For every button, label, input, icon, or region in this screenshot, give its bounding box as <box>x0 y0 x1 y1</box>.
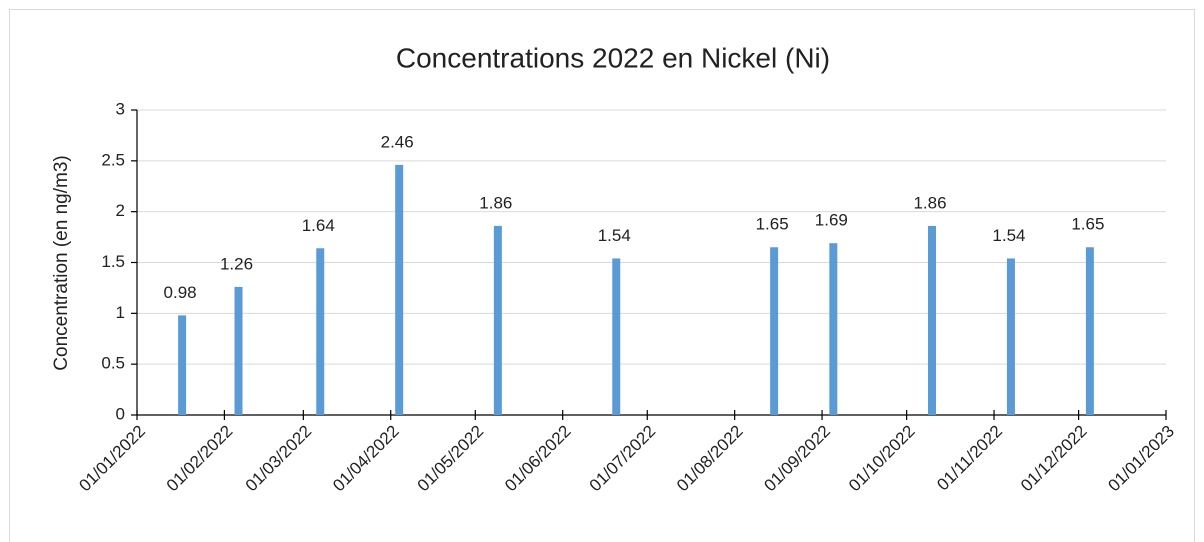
data-label: 0.98 <box>164 283 197 302</box>
y-axis-label: Concentration (en ng/m3) <box>51 155 72 370</box>
bar <box>234 286 243 415</box>
y-tick-label: 2.5 <box>101 150 125 169</box>
bar <box>493 225 502 415</box>
bar <box>1006 258 1015 415</box>
chart-title: Concentrations 2022 en Nickel (Ni) <box>396 42 830 73</box>
data-label: 1.69 <box>815 211 848 230</box>
y-tick-label: 2 <box>116 201 125 220</box>
data-label: 1.86 <box>479 193 512 212</box>
y-tick-label: 3 <box>116 99 125 118</box>
bar <box>770 247 779 415</box>
bar <box>178 315 187 415</box>
data-label: 1.54 <box>598 226 631 245</box>
bar <box>928 225 937 415</box>
y-tick-label: 1 <box>116 303 125 322</box>
data-label: 1.54 <box>992 226 1025 245</box>
y-tick-label: 1.5 <box>101 252 125 271</box>
y-tick-label: 0 <box>116 404 125 423</box>
bar <box>395 164 404 415</box>
data-label: 2.46 <box>381 132 414 151</box>
data-label: 1.86 <box>913 193 946 212</box>
data-label: 1.65 <box>1071 215 1104 234</box>
bar <box>829 243 838 415</box>
y-tick-label: 0.5 <box>101 354 125 373</box>
data-label: 1.65 <box>756 215 789 234</box>
data-label: 1.64 <box>302 216 335 235</box>
chart-frame <box>9 9 1195 542</box>
bar <box>1085 247 1094 415</box>
bar <box>316 248 325 415</box>
bar <box>612 258 621 415</box>
data-label: 1.26 <box>220 254 253 273</box>
